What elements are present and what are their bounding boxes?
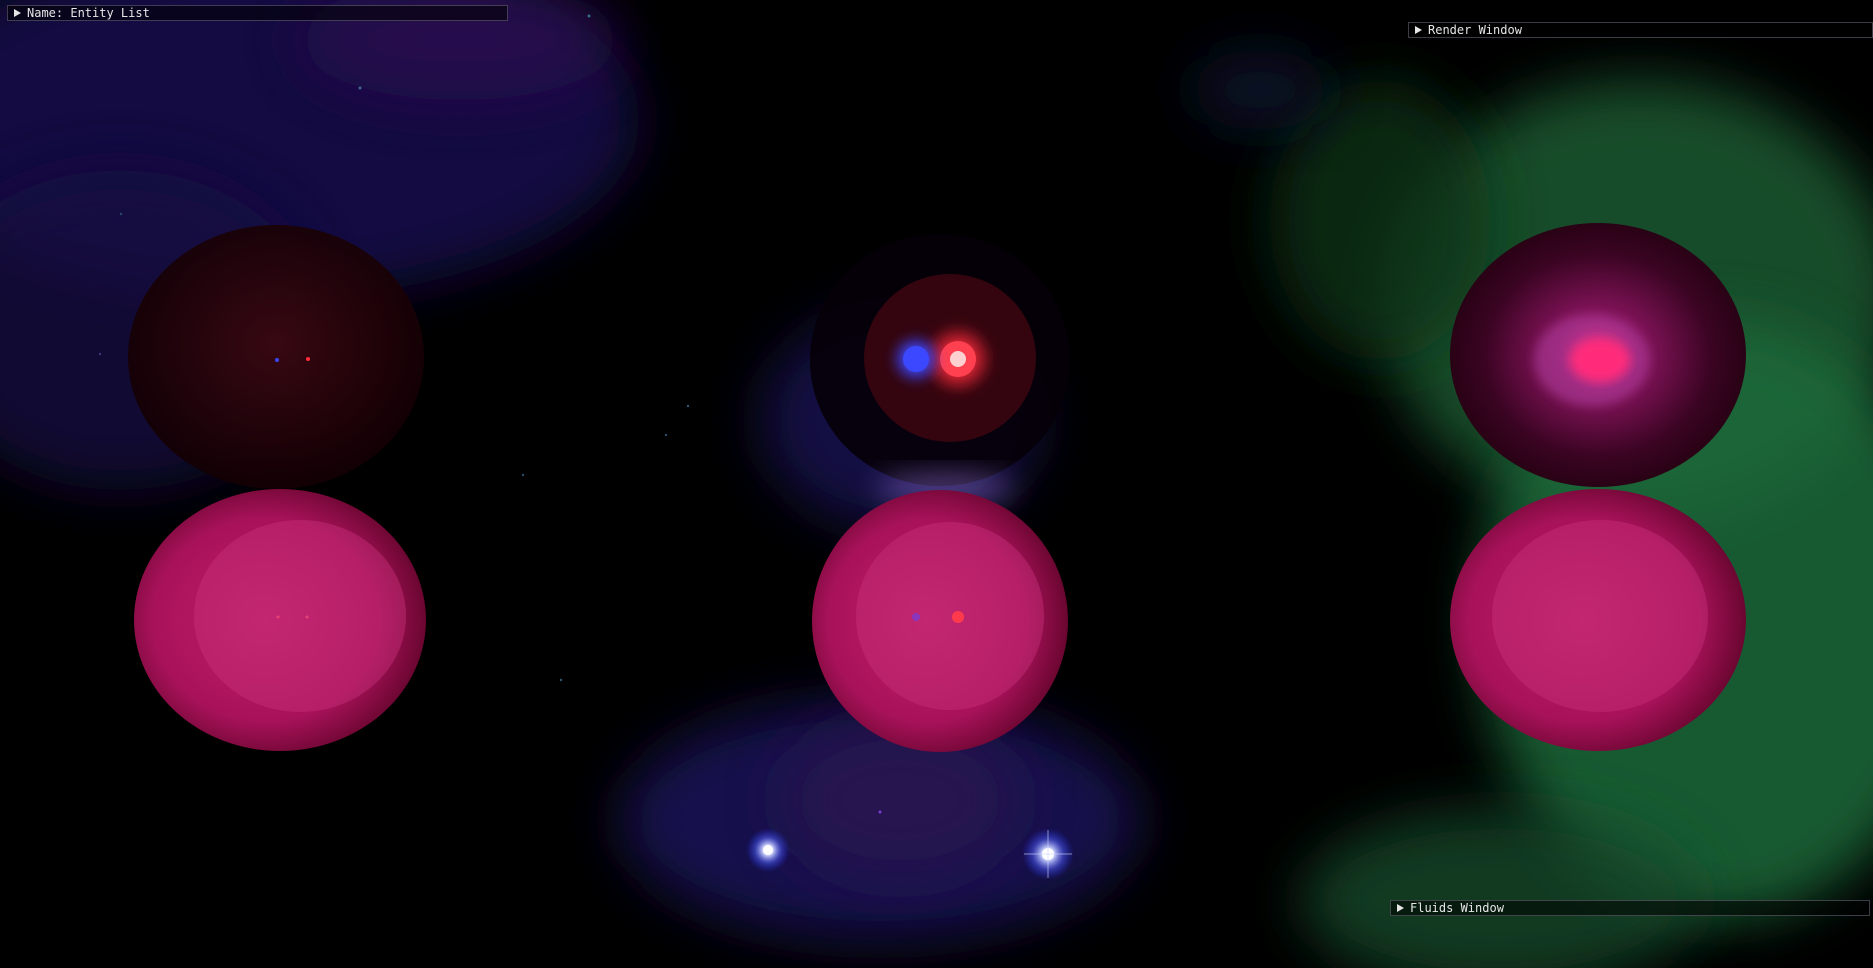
background-stars [98, 14, 882, 814]
sphere-top-left [128, 225, 424, 489]
sphere-top-center [810, 234, 1070, 502]
collapse-arrow-icon[interactable] [1397, 904, 1404, 912]
sphere-bottom-center [812, 490, 1068, 752]
fluids-window-header[interactable]: Fluids Window [1390, 900, 1870, 916]
sphere-bottom-right [1450, 489, 1746, 751]
sphere-bottom-left [134, 489, 426, 751]
sphere-top-right [1450, 223, 1746, 487]
entity-list-window-header[interactable]: Name: Entity List [7, 5, 508, 21]
entity-list-window-title: Name: Entity List [27, 6, 150, 20]
render-window-header[interactable]: Render Window [1408, 22, 1873, 38]
collapse-arrow-icon[interactable] [14, 9, 21, 17]
collapse-arrow-icon[interactable] [1415, 26, 1422, 34]
render-window-title: Render Window [1428, 23, 1522, 37]
star-lights [746, 828, 1074, 880]
fluids-window-title: Fluids Window [1410, 901, 1504, 915]
